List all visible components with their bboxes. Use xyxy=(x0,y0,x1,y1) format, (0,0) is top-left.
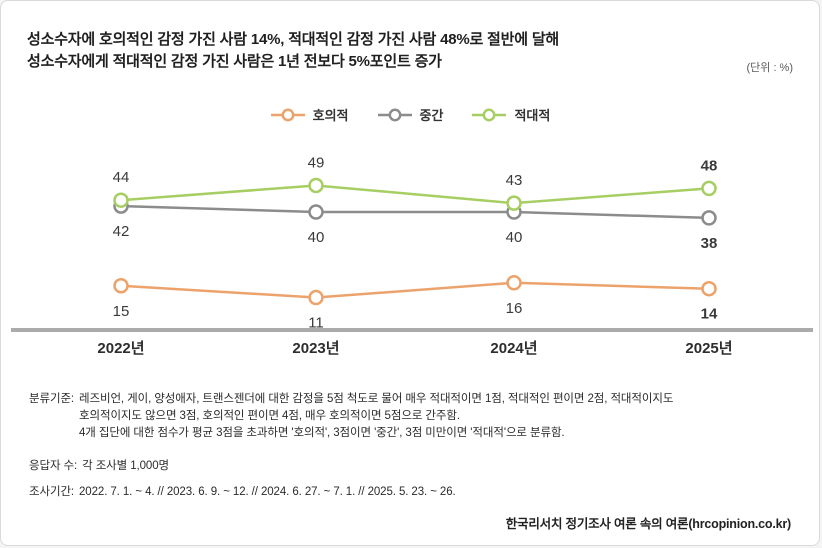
footnote-survey-period: 조사기간: 2022. 7. 1. ~ 4. // 2023. 6. 9. ~ … xyxy=(29,484,795,501)
x-axis-label-2023년: 2023년 xyxy=(292,340,339,357)
data-point-hostile-2022년 xyxy=(113,192,129,208)
data-point-hostile-2025년 xyxy=(701,180,717,197)
data-label-hostile-2023년: 49 xyxy=(308,154,325,171)
data-label-favorable-2025년: 14 xyxy=(701,306,718,323)
data-label-hostile-2024년: 43 xyxy=(506,172,523,189)
legend-marker-hostile-icon xyxy=(472,108,507,121)
footnote-line: 각 조사별 1,000명 xyxy=(82,460,169,472)
unit-note: (단위 : %) xyxy=(746,62,793,74)
footnote-line: 레즈비언, 게이, 양성애자, 트랜스젠더에 대한 감정을 5점 척도로 물어 … xyxy=(79,393,674,405)
data-point-hostile-2024년 xyxy=(506,195,522,211)
data-point-hostile-2023년 xyxy=(308,177,324,194)
footnote-line: 2022. 7. 1. ~ 4. // 2023. 6. 9. ~ 12. //… xyxy=(79,486,456,498)
data-label-neutral-2022년: 42 xyxy=(113,223,130,240)
data-label-hostile-2025년: 48 xyxy=(701,157,718,174)
data-point-favorable-2024년 xyxy=(506,275,522,291)
series-line-favorable xyxy=(120,281,710,299)
source-credit: 한국리서치 정기조사 여론 속의 여론(hrcopinion.co.kr) xyxy=(505,517,791,531)
legend-item-favorable: 호의적 xyxy=(270,105,349,124)
footnote-line: 호의적이지도 않으면 3점, 호의적인 편이면 4점, 매우 호의적이면 5점으… xyxy=(79,410,460,422)
footnote-respondents: 응답자 수: 각 조사별 1,000명 xyxy=(29,458,795,475)
title-line-2: 성소수자에게 적대적인 감정 가진 사람은 1년 전보다 5%포인트 증가 xyxy=(27,53,442,70)
data-label-favorable-2022년: 15 xyxy=(113,303,130,320)
legend-label-hostile: 적대적 xyxy=(514,108,551,123)
data-point-neutral-2025년 xyxy=(701,210,717,226)
legend-item-hostile: 적대적 xyxy=(471,105,550,124)
title-line-1: 성소수자에 호의적인 감정 가진 사람 14%, 적대적인 감정 가진 사람 4… xyxy=(27,31,560,48)
page-title: 성소수자에 호의적인 감정 가진 사람 14%, 적대적인 감정 가진 사람 4… xyxy=(27,29,559,73)
x-axis-label-2024년: 2024년 xyxy=(490,340,537,357)
data-point-favorable-2023년 xyxy=(308,289,324,306)
legend-item-neutral: 중간 xyxy=(377,105,444,124)
footnote-label: 조사기간: xyxy=(29,486,75,498)
chart-legend: 호의적 중간 적대적 xyxy=(1,105,819,124)
footnote-line: 4개 집단에 대한 점수가 평균 3점을 초과하면 '호의적', 3점이면 '중… xyxy=(79,427,565,439)
footnotes: 분류기준: 레즈비언, 게이, 양성애자, 트랜스젠더에 대한 감정을 5점 척… xyxy=(29,391,795,501)
data-label-neutral-2024년: 40 xyxy=(506,229,523,246)
data-label-favorable-2023년: 11 xyxy=(308,315,324,332)
legend-marker-favorable-icon xyxy=(270,108,305,121)
data-label-neutral-2025년: 38 xyxy=(701,235,718,252)
series-line-hostile xyxy=(120,184,710,205)
legend-label-neutral: 중간 xyxy=(419,108,444,123)
x-axis-label-2025년: 2025년 xyxy=(685,340,732,357)
data-label-hostile-2022년: 44 xyxy=(113,169,130,186)
data-point-favorable-2022년 xyxy=(113,278,129,294)
series-line-neutral xyxy=(120,204,710,220)
line-chart: 15 11 16 14 42 40 40 38 44 49 43 48 2022년 2023년 2024년 2… xyxy=(11,154,813,357)
footnote-label: 분류기준: xyxy=(29,393,75,405)
footnote-criteria: 분류기준: 레즈비언, 게이, 양성애자, 트랜스젠더에 대한 감정을 5점 척… xyxy=(29,391,795,442)
legend-marker-neutral-icon xyxy=(377,108,412,121)
data-point-neutral-2023년 xyxy=(308,204,324,220)
legend-label-favorable: 호의적 xyxy=(312,108,349,123)
data-label-neutral-2023년: 40 xyxy=(308,229,325,246)
x-axis-label-2022년: 2022년 xyxy=(97,340,144,357)
footnote-label: 응답자 수: xyxy=(29,460,78,472)
data-label-favorable-2024년: 16 xyxy=(506,300,523,317)
data-point-favorable-2025년 xyxy=(701,280,717,297)
